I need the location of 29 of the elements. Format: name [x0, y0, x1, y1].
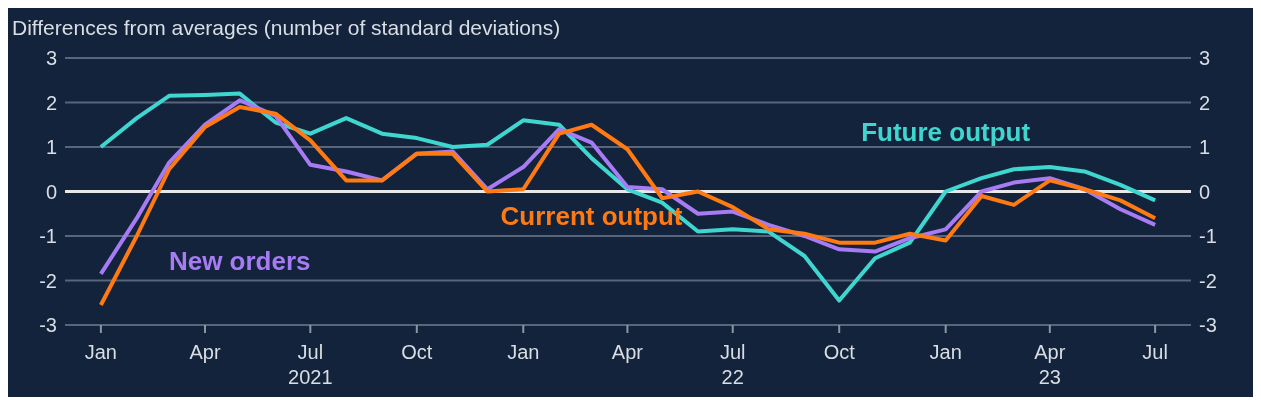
- x-tick-label: Oct: [401, 341, 433, 363]
- x-tick-label: Apr: [189, 341, 221, 363]
- y2-tick-label: -3: [1199, 314, 1217, 337]
- x-tick-label: Apr 23: [1034, 341, 1066, 388]
- series-label: Current output: [500, 201, 683, 232]
- y2-tick-label: 1: [1199, 136, 1211, 159]
- series-label: New orders: [168, 245, 311, 276]
- x-tick-label: Jul 2021: [288, 341, 333, 388]
- y2-tick-label: 3: [1199, 47, 1211, 70]
- y-tick-label: -1: [39, 225, 57, 248]
- x-tick-label: Jan: [84, 341, 117, 363]
- x-tick-label: Jan: [507, 341, 540, 363]
- y2-tick-label: -2: [1199, 269, 1217, 292]
- y2-tick-label: 2: [1199, 91, 1211, 114]
- y2-tick-label: -1: [1199, 225, 1217, 248]
- y-tick-label: 0: [45, 180, 57, 203]
- x-tick-label: Jul: [1142, 341, 1168, 363]
- x-tick-label: Jan: [929, 341, 962, 363]
- series-label: Future output: [861, 116, 1031, 147]
- y-tick-label: 3: [45, 47, 57, 70]
- y-tick-label: 2: [45, 91, 57, 114]
- x-tick-label: Jul 22: [719, 341, 746, 388]
- x-tick-label: Apr: [611, 341, 644, 363]
- y-tick-label: 1: [45, 136, 57, 159]
- y2-tick-label: 0: [1199, 180, 1211, 203]
- y-axis-title: Differences from averages (number of standard deviations): [12, 16, 561, 40]
- y-tick-label: -3: [39, 314, 57, 337]
- y-tick-label: -2: [39, 269, 57, 292]
- x-tick-label: Oct: [823, 341, 856, 363]
